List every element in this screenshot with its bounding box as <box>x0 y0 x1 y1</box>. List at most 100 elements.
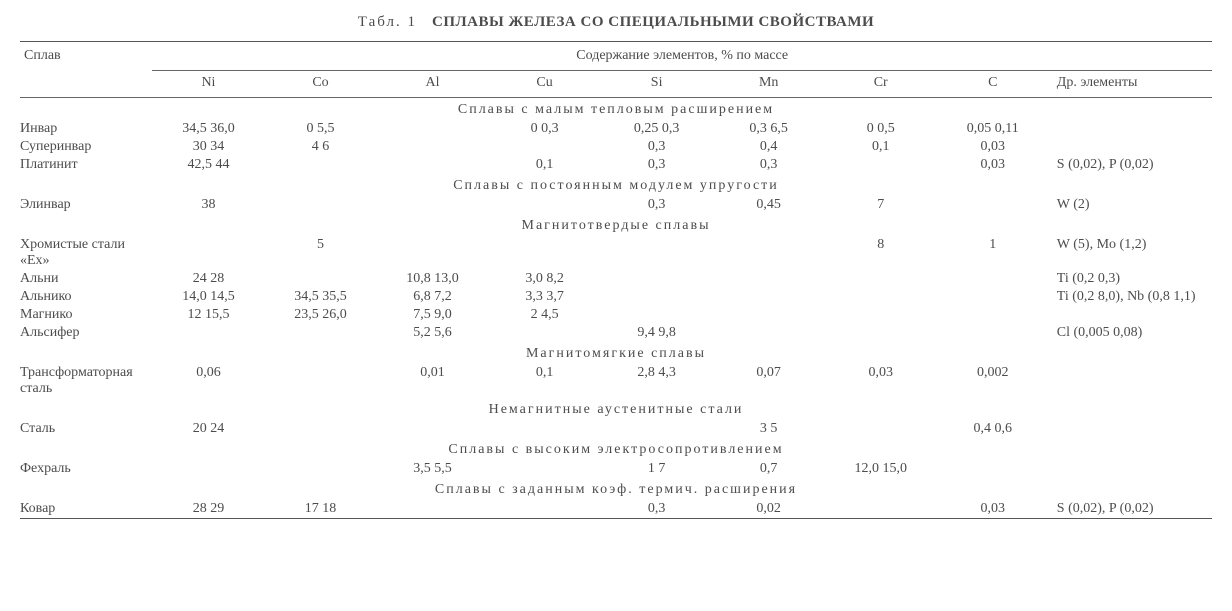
col-cr: Cr <box>825 71 937 98</box>
cell-cr: 0,03 <box>825 364 937 398</box>
cell-co: 4 6 <box>264 138 376 156</box>
col-c: C <box>937 71 1049 98</box>
cell-other <box>1049 364 1212 398</box>
section-heading-text: Магнитомягкие сплавы <box>20 342 1212 364</box>
cell-co <box>264 270 376 288</box>
cell-c <box>937 288 1049 306</box>
col-cu: Cu <box>489 71 601 98</box>
cell-other: W (2) <box>1049 196 1212 214</box>
alloy-name: Трансформатор­ная сталь <box>20 364 152 398</box>
cell-mn <box>713 236 825 270</box>
cell-cr: 8 <box>825 236 937 270</box>
cell-si: 0,3 <box>601 196 713 214</box>
cell-mn: 0,45 <box>713 196 825 214</box>
cell-co: 34,5 35,5 <box>264 288 376 306</box>
cell-ni <box>152 460 264 478</box>
cell-cu <box>489 196 601 214</box>
cell-al <box>377 500 489 518</box>
cell-other: S (0,02), P (0,02) <box>1049 500 1212 518</box>
alloy-name: Сталь <box>20 420 152 438</box>
cell-mn <box>713 324 825 342</box>
cell-c: 1 <box>937 236 1049 270</box>
cell-si <box>601 270 713 288</box>
cell-c: 0,05 0,11 <box>937 120 1049 138</box>
alloy-name: Ковар <box>20 500 152 518</box>
col-other: Др. элементы <box>1049 71 1212 98</box>
cell-cr <box>825 306 937 324</box>
cell-cr <box>825 420 937 438</box>
cell-si <box>601 288 713 306</box>
cell-co <box>264 420 376 438</box>
cell-co <box>264 460 376 478</box>
alloy-name: Альсифер <box>20 324 152 342</box>
cell-mn: 0,7 <box>713 460 825 478</box>
col-alloy: Сплав <box>20 42 152 98</box>
alloy-name: Инвар <box>20 120 152 138</box>
cell-si <box>601 420 713 438</box>
cell-al: 7,5 9,0 <box>377 306 489 324</box>
cell-mn: 3 5 <box>713 420 825 438</box>
cell-c <box>937 196 1049 214</box>
cell-ni: 38 <box>152 196 264 214</box>
table-row: Инвар34,5 36,00 5,50 0,30,25 0,30,3 6,50… <box>20 120 1212 138</box>
cell-ni: 14,0 14,5 <box>152 288 264 306</box>
cell-mn: 0,07 <box>713 364 825 398</box>
alloy-name: Платинит <box>20 156 152 174</box>
cell-cu <box>489 420 601 438</box>
cell-cr <box>825 288 937 306</box>
cell-cu: 3,3 3,7 <box>489 288 601 306</box>
cell-al <box>377 120 489 138</box>
col-si: Si <box>601 71 713 98</box>
cell-cr <box>825 500 937 518</box>
cell-si: 9,4 9,8 <box>601 324 713 342</box>
cell-c <box>937 460 1049 478</box>
col-mn: Mn <box>713 71 825 98</box>
cell-ni: 0,06 <box>152 364 264 398</box>
section-heading-text: Сплавы с высоким электросопротивлением <box>20 438 1212 460</box>
table-row: Альсифер5,2 5,69,4 9,8Cl (0,005 0,08) <box>20 324 1212 342</box>
alloy-name: Элинвар <box>20 196 152 214</box>
cell-cr: 0 0,5 <box>825 120 937 138</box>
cell-co <box>264 364 376 398</box>
cell-al: 3,5 5,5 <box>377 460 489 478</box>
cell-si: 1 7 <box>601 460 713 478</box>
cell-al: 6,8 7,2 <box>377 288 489 306</box>
cell-mn: 0,4 <box>713 138 825 156</box>
section-heading-text: Сплавы с малым тепловым расширением <box>20 98 1212 121</box>
cell-al: 0,01 <box>377 364 489 398</box>
cell-other: Ti (0,2 0,3) <box>1049 270 1212 288</box>
cell-ni: 12 15,5 <box>152 306 264 324</box>
cell-cr: 12,0 15,0 <box>825 460 937 478</box>
cell-mn: 0,3 6,5 <box>713 120 825 138</box>
cell-al <box>377 156 489 174</box>
alloy-name: Альнико <box>20 288 152 306</box>
table-row: Ковар28 2917 180,30,020,03S (0,02), P (0… <box>20 500 1212 518</box>
table-main-title: СПЛАВЫ ЖЕЛЕЗА СО СПЕЦИАЛЬНЫМИ СВОЙСТВАМИ <box>432 14 874 30</box>
section-heading: Сплавы с малым тепловым расширением <box>20 98 1212 121</box>
cell-cu <box>489 324 601 342</box>
cell-mn: 0,3 <box>713 156 825 174</box>
cell-c: 0,03 <box>937 500 1049 518</box>
cell-c: 0,002 <box>937 364 1049 398</box>
col-al: Al <box>377 71 489 98</box>
cell-mn <box>713 288 825 306</box>
table-row: Трансформатор­ная сталь0,060,010,12,8 4,… <box>20 364 1212 398</box>
cell-c: 0,03 <box>937 138 1049 156</box>
cell-c: 0,03 <box>937 156 1049 174</box>
cell-mn: 0,02 <box>713 500 825 518</box>
cell-cr <box>825 324 937 342</box>
cell-other <box>1049 420 1212 438</box>
alloy-name: Магнико <box>20 306 152 324</box>
cell-mn <box>713 270 825 288</box>
cell-ni <box>152 236 264 270</box>
cell-si: 0,3 <box>601 156 713 174</box>
section-heading-text: Немагнитные аустенитные стали <box>20 398 1212 420</box>
cell-c <box>937 306 1049 324</box>
cell-other: Ti (0,2 8,0), Nb (0,8 1,1) <box>1049 288 1212 306</box>
col-content-group: Содержание элементов, % по массе <box>152 42 1212 71</box>
cell-al: 5,2 5,6 <box>377 324 489 342</box>
section-heading: Сплавы с заданным коэф. термич. расширен… <box>20 478 1212 500</box>
alloy-name: Хромистые ста­ли «Ех» <box>20 236 152 270</box>
table-row: Альнико14,0 14,534,5 35,56,8 7,23,3 3,7 T… <box>20 288 1212 306</box>
cell-co: 23,5 26,0 <box>264 306 376 324</box>
